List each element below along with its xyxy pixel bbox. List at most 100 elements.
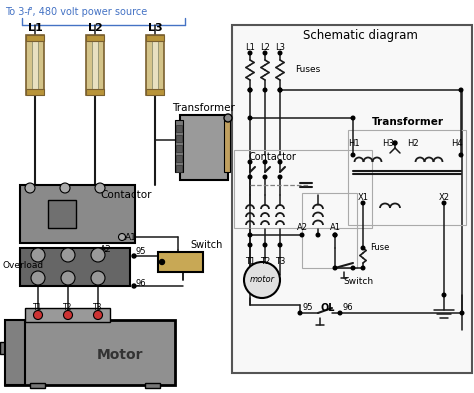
Text: H4: H4	[451, 138, 463, 147]
Circle shape	[333, 266, 337, 270]
Text: L2: L2	[260, 44, 270, 53]
Text: H2: H2	[407, 138, 419, 147]
Circle shape	[278, 88, 282, 92]
Bar	[86, 35, 104, 95]
Bar	[175, 120, 183, 172]
Circle shape	[31, 271, 45, 285]
Circle shape	[248, 51, 252, 55]
Text: A1: A1	[329, 224, 340, 233]
Bar	[92, 38, 98, 92]
Text: Schematic diagram: Schematic diagram	[302, 29, 418, 42]
Bar	[86, 35, 104, 41]
Circle shape	[91, 248, 105, 262]
Circle shape	[278, 160, 282, 164]
Bar	[232, 25, 472, 373]
Bar	[26, 35, 44, 95]
Circle shape	[118, 233, 126, 241]
Text: f: f	[26, 7, 29, 17]
Text: A1: A1	[125, 233, 137, 242]
Circle shape	[338, 311, 342, 315]
Circle shape	[64, 310, 73, 320]
Circle shape	[263, 160, 267, 164]
Text: ', 480 volt power source: ', 480 volt power source	[30, 7, 147, 17]
Circle shape	[25, 183, 35, 193]
Circle shape	[263, 243, 267, 247]
Text: Transformer: Transformer	[372, 117, 444, 127]
Circle shape	[361, 201, 365, 205]
Text: X2: X2	[438, 193, 449, 202]
Bar	[145, 383, 160, 388]
Circle shape	[248, 160, 252, 164]
Text: motor: motor	[249, 275, 274, 285]
Text: H3: H3	[382, 138, 394, 147]
Text: Switch: Switch	[343, 277, 373, 286]
Bar	[302, 193, 357, 268]
Text: A2: A2	[297, 224, 308, 233]
Circle shape	[333, 233, 337, 237]
Circle shape	[459, 88, 463, 92]
Circle shape	[263, 51, 267, 55]
Text: L3: L3	[148, 23, 162, 33]
Bar	[48, 200, 76, 228]
Bar	[26, 35, 44, 41]
Circle shape	[361, 266, 365, 270]
Circle shape	[159, 259, 164, 264]
Circle shape	[91, 271, 105, 285]
Text: T3: T3	[93, 303, 103, 312]
Text: Switch: Switch	[190, 240, 222, 250]
Bar	[25, 308, 110, 322]
Text: 95: 95	[136, 248, 146, 257]
Circle shape	[263, 175, 267, 179]
Bar	[176, 155, 182, 162]
Text: T2: T2	[64, 303, 73, 312]
Circle shape	[132, 284, 136, 288]
Text: T1: T1	[33, 303, 43, 312]
Circle shape	[248, 88, 252, 92]
Text: 95: 95	[303, 303, 313, 312]
Bar	[20, 185, 135, 243]
Circle shape	[278, 243, 282, 247]
Circle shape	[31, 248, 45, 262]
Text: Contactor: Contactor	[100, 190, 152, 200]
Circle shape	[333, 233, 337, 237]
Circle shape	[298, 311, 302, 315]
Bar	[176, 145, 182, 152]
Circle shape	[132, 254, 136, 258]
Circle shape	[351, 266, 355, 270]
Circle shape	[244, 262, 280, 298]
Text: T3: T3	[275, 257, 285, 266]
Circle shape	[93, 310, 102, 320]
Bar	[30, 383, 45, 388]
Bar	[158, 252, 203, 272]
Bar	[86, 89, 104, 95]
Circle shape	[60, 183, 70, 193]
Text: 96: 96	[343, 303, 353, 312]
Bar	[176, 125, 182, 132]
Bar	[5, 320, 25, 385]
Circle shape	[460, 311, 464, 315]
Text: L1: L1	[245, 44, 255, 53]
Text: T2: T2	[260, 257, 270, 266]
Circle shape	[393, 141, 397, 145]
Circle shape	[34, 310, 43, 320]
Bar	[180, 115, 228, 180]
Text: Motor: Motor	[97, 348, 143, 362]
Circle shape	[442, 293, 446, 297]
Text: OL: OL	[321, 303, 335, 313]
Circle shape	[248, 88, 252, 92]
Bar	[0, 342, 8, 354]
Circle shape	[361, 246, 365, 250]
Circle shape	[248, 175, 252, 179]
Circle shape	[278, 88, 282, 92]
Circle shape	[61, 271, 75, 285]
Bar	[224, 120, 230, 172]
Text: L3: L3	[275, 44, 285, 53]
Circle shape	[263, 88, 267, 92]
Text: Contactor: Contactor	[248, 152, 296, 162]
Text: To 3-: To 3-	[5, 7, 28, 17]
Circle shape	[278, 175, 282, 179]
Text: T1: T1	[245, 257, 255, 266]
Bar	[146, 35, 164, 41]
Circle shape	[224, 114, 232, 122]
Bar	[26, 89, 44, 95]
